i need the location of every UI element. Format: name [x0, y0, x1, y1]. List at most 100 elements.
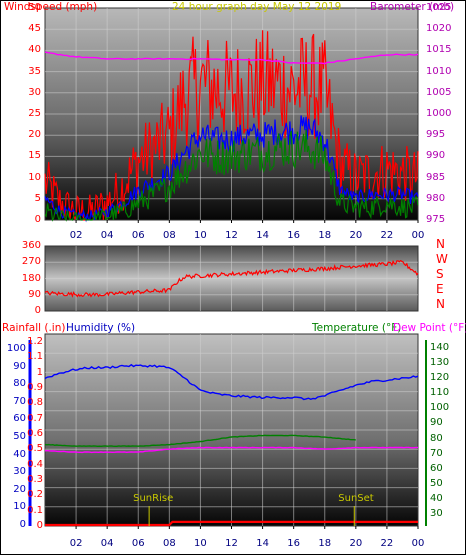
direction-y-tick: 270 — [21, 256, 41, 268]
windspeed-y-tick: 35 — [28, 65, 41, 77]
temperature-y-tick: 80 — [430, 432, 443, 444]
humidity-y-tick: 20 — [13, 483, 26, 495]
windspeed-panel — [44, 7, 419, 221]
windspeed-x-tick: 04 — [100, 230, 114, 241]
barometer-y-tick: 1020 — [426, 23, 452, 35]
windspeed-y-tick: 50 — [28, 2, 41, 13]
barometer-y-tick: 995 — [426, 129, 446, 141]
windspeed-y-tick: 20 — [28, 129, 41, 141]
windspeed-y-tick: 0 — [34, 214, 41, 225]
sunrise-label: SunRise — [133, 493, 174, 504]
windspeed-min-line — [44, 129, 419, 222]
rainfall-y-tick: 0.7 — [27, 412, 43, 424]
chart-title: 24 hour graph day May 12 2019 — [172, 1, 342, 13]
humidity-line — [44, 363, 419, 401]
rainfall-y-tick: 0.9 — [27, 382, 43, 393]
temperature-y-tick: 40 — [430, 492, 443, 504]
windspeed-x-tick: 08 — [162, 230, 176, 241]
rainfall-y-tick: 0.3 — [27, 474, 43, 485]
windspeed-avg-line — [44, 115, 419, 223]
temperature-y-tick: 60 — [430, 462, 443, 474]
windspeed-x-tick: 20 — [349, 230, 363, 241]
rainfall-y-tick: 0.4 — [27, 458, 43, 470]
climate-x-tick: 06 — [131, 538, 145, 549]
rainfall-title: Rainfall (.in) — [2, 322, 66, 334]
humidity-y-tick: 90 — [13, 360, 26, 372]
windspeed-y-tick: 40 — [28, 44, 41, 56]
direction-y-tick: 0 — [34, 305, 41, 316]
rainfall-y-tick: 0.2 — [27, 489, 43, 501]
climate-panel — [44, 333, 419, 527]
rainfall-y-tick: 0.8 — [27, 397, 43, 409]
windspeed-y-tick: 10 — [28, 171, 41, 183]
windspeed-x-tick: 16 — [287, 230, 301, 241]
barometer-y-tick: 1025 — [426, 2, 452, 13]
rainfall-line — [45, 520, 418, 527]
climate-x-tick: 08 — [162, 538, 176, 549]
humidity-y-tick: 80 — [13, 378, 26, 390]
humidity-y-tick: 0 — [19, 519, 26, 530]
humidity-y-tick: 40 — [13, 448, 26, 460]
humidity-y-tick: 50 — [13, 431, 26, 442]
climate-x-tick: 00 — [411, 538, 425, 549]
temperature-title: Temperature (°F) — [312, 322, 402, 334]
rainfall-y-tick: 1 — [36, 366, 43, 378]
humidity-y-tick: 10 — [13, 501, 26, 513]
humidity-y-tick: 30 — [13, 466, 26, 478]
climate-x-tick: 18 — [318, 538, 332, 549]
rainfall-y-tick: 0 — [36, 520, 43, 531]
barometer-title: Barometer (mb) — [370, 1, 455, 13]
temperature-y-tick: 90 — [430, 417, 443, 429]
temperature-y-tick: 130 — [430, 357, 450, 369]
rainfall-y-tick: 0.6 — [27, 428, 43, 439]
windspeed-title: Windspeed (mph) — [4, 1, 98, 13]
barometer-y-tick: 985 — [426, 171, 446, 183]
climate-x-tick: 16 — [287, 538, 301, 549]
windspeed-x-tick: 12 — [225, 230, 238, 241]
climate-x-tick: 04 — [100, 538, 114, 549]
windspeed-x-tick: 22 — [380, 230, 394, 241]
compass-label: W — [436, 252, 448, 266]
temperature-y-tick: 70 — [430, 447, 443, 459]
humidity-y-tick: 70 — [13, 395, 26, 407]
climate-x-tick: 20 — [349, 538, 363, 549]
windspeed-x-tick: 00 — [411, 230, 425, 241]
climate-x-tick: 02 — [69, 538, 83, 549]
compass-label: N — [436, 237, 445, 251]
humidity-title: Humidity (%) — [66, 322, 136, 334]
dewpoint-line — [44, 446, 419, 454]
windspeed-x-tick: 10 — [194, 230, 207, 241]
windspeed-y-tick: 15 — [28, 150, 41, 162]
barometer-y-tick: 1005 — [426, 86, 452, 98]
wind-direction-panel — [44, 245, 419, 312]
windspeed-x-tick: 02 — [69, 230, 83, 241]
barometer-y-tick: 1000 — [426, 108, 452, 119]
dewpoint-title: Dew Point (°F) — [393, 322, 466, 334]
rainfall-y-tick: 0.5 — [27, 443, 43, 455]
compass-label: N — [436, 297, 445, 311]
rainfall-y-tick: 1.2 — [27, 336, 43, 347]
direction-y-tick: 90 — [28, 288, 41, 300]
barometer-y-tick: 1010 — [426, 65, 452, 77]
windspeed-x-tick: 06 — [131, 230, 145, 241]
temperature-y-tick: 120 — [430, 372, 450, 384]
barometer-y-tick: 975 — [426, 214, 446, 225]
barometer-y-tick: 980 — [426, 192, 446, 204]
temperature-y-tick: 30 — [430, 508, 443, 519]
rainfall-y-tick: 1.1 — [27, 351, 43, 363]
compass-label: S — [436, 267, 444, 281]
climate-x-tick: 12 — [225, 538, 238, 549]
windspeed-x-tick: 14 — [256, 230, 269, 241]
sunset-label: SunSet — [338, 493, 374, 504]
windspeed-gust-line — [44, 30, 419, 221]
climate-x-tick: 22 — [380, 538, 394, 549]
chart-marks — [28, 30, 427, 529]
temperature-line — [44, 434, 356, 448]
humidity-y-tick: 60 — [13, 413, 26, 425]
windspeed-y-tick: 5 — [34, 192, 41, 204]
temperature-y-tick: 110 — [430, 387, 450, 399]
climate-x-tick: 10 — [194, 538, 207, 549]
compass-label: E — [436, 282, 444, 296]
windspeed-x-tick: 18 — [318, 230, 332, 241]
barometer-line — [44, 51, 419, 65]
